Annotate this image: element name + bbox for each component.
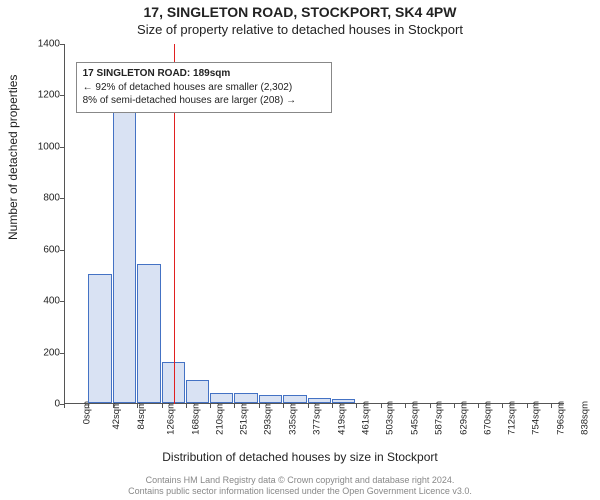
y-tick-mark <box>60 353 64 354</box>
x-tick-label: 293sqm <box>263 401 274 435</box>
x-tick-mark <box>332 404 333 408</box>
plot-area: 02004006008001000120014000sqm42sqm84sqm1… <box>64 44 564 404</box>
x-tick-mark <box>162 404 163 408</box>
x-tick-label: 754sqm <box>531 401 542 435</box>
footer-line2: Contains public sector information licen… <box>0 486 600 498</box>
histogram-bar <box>308 398 331 403</box>
x-tick-label: 210sqm <box>214 401 225 435</box>
y-tick-mark <box>60 147 64 148</box>
y-tick-mark <box>60 250 64 251</box>
histogram-bar <box>210 393 233 403</box>
annotation-line1: 17 SINGLETON ROAD: 189sqm <box>83 67 325 81</box>
x-tick-label: 461sqm <box>360 401 371 435</box>
x-tick-label: 335sqm <box>287 401 298 435</box>
x-tick-label: 587sqm <box>434 401 445 435</box>
histogram-bar <box>88 274 111 403</box>
x-tick-mark <box>113 404 114 408</box>
y-tick-label: 200 <box>26 347 60 358</box>
annotation-line3: 8% of semi-detached houses are larger (2… <box>83 94 325 108</box>
footer-attribution: Contains HM Land Registry data © Crown c… <box>0 475 600 498</box>
y-tick-label: 600 <box>26 244 60 255</box>
x-tick-mark <box>64 404 65 408</box>
x-tick-label: 545sqm <box>409 401 420 435</box>
annotation-line2: ← 92% of detached houses are smaller (2,… <box>83 81 325 95</box>
chart-title-line1: 17, SINGLETON ROAD, STOCKPORT, SK4 4PW <box>0 4 600 20</box>
chart-title-line2: Size of property relative to detached ho… <box>0 22 600 37</box>
x-axis-label: Distribution of detached houses by size … <box>0 450 600 464</box>
x-tick-label: 126sqm <box>166 401 177 435</box>
x-tick-mark <box>478 404 479 408</box>
x-tick-mark <box>381 404 382 408</box>
x-tick-mark <box>527 404 528 408</box>
x-tick-mark <box>186 404 187 408</box>
y-tick-mark <box>60 198 64 199</box>
histogram-bar <box>113 107 136 403</box>
property-size-histogram: 17, SINGLETON ROAD, STOCKPORT, SK4 4PW S… <box>0 0 600 500</box>
histogram-bar <box>234 393 257 403</box>
x-tick-mark <box>551 404 552 408</box>
x-tick-label: 168sqm <box>190 401 201 435</box>
y-tick-label: 1000 <box>26 141 60 152</box>
x-tick-mark <box>234 404 235 408</box>
footer-line1: Contains HM Land Registry data © Crown c… <box>0 475 600 487</box>
x-tick-label: 377sqm <box>311 401 322 435</box>
y-tick-label: 0 <box>26 399 60 410</box>
x-tick-label: 629sqm <box>458 401 469 435</box>
x-tick-mark <box>308 404 309 408</box>
x-tick-mark <box>88 404 89 408</box>
x-tick-label: 670sqm <box>482 401 493 435</box>
x-tick-label: 503sqm <box>385 401 396 435</box>
y-tick-label: 800 <box>26 193 60 204</box>
x-tick-mark <box>210 404 211 408</box>
x-tick-mark <box>356 404 357 408</box>
x-tick-mark <box>430 404 431 408</box>
histogram-bar <box>332 399 355 403</box>
x-tick-label: 251sqm <box>238 401 249 435</box>
histogram-bar <box>137 264 160 403</box>
annotation-box: 17 SINGLETON ROAD: 189sqm← 92% of detach… <box>76 62 332 113</box>
y-tick-mark <box>60 95 64 96</box>
y-tick-label: 1200 <box>26 90 60 101</box>
y-tick-label: 1400 <box>26 39 60 50</box>
x-tick-mark <box>283 404 284 408</box>
histogram-bar <box>259 395 282 403</box>
x-tick-mark <box>259 404 260 408</box>
x-tick-label: 419sqm <box>336 401 347 435</box>
x-tick-label: 0sqm <box>82 401 93 424</box>
y-tick-mark <box>60 301 64 302</box>
x-tick-mark <box>454 404 455 408</box>
histogram-bar <box>283 395 306 403</box>
x-tick-label: 796sqm <box>555 401 566 435</box>
x-tick-label: 712sqm <box>506 401 517 435</box>
histogram-bar <box>186 380 209 403</box>
x-tick-label: 838sqm <box>580 401 591 435</box>
y-tick-label: 400 <box>26 296 60 307</box>
y-tick-mark <box>60 44 64 45</box>
x-tick-mark <box>405 404 406 408</box>
x-tick-mark <box>502 404 503 408</box>
y-axis-label: Number of detached properties <box>6 75 20 240</box>
x-tick-mark <box>137 404 138 408</box>
